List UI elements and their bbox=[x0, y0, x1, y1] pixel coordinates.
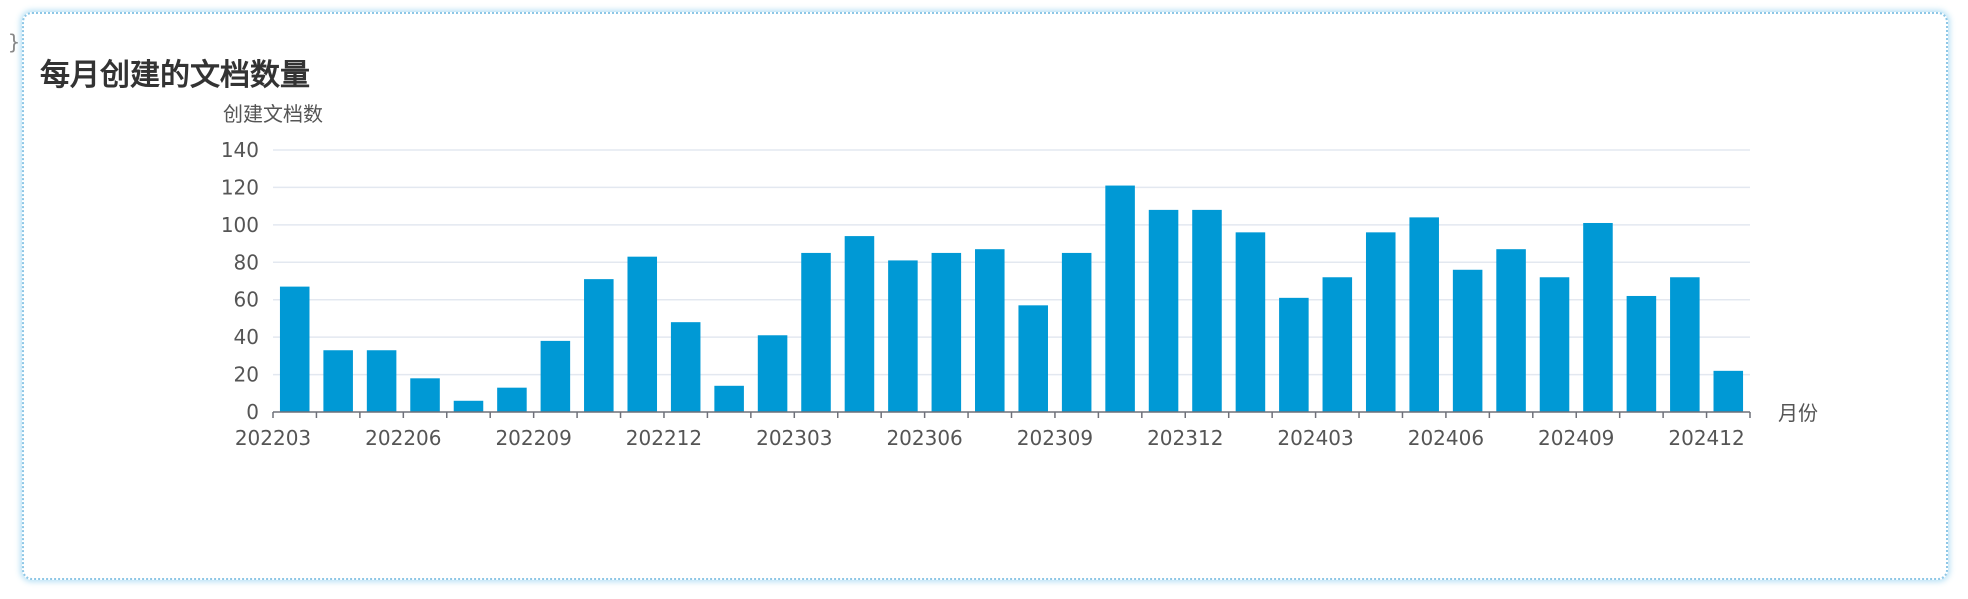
y-tick-label: 140 bbox=[221, 138, 259, 162]
bar-202408 bbox=[1539, 277, 1570, 412]
chart-title: 每月创建的文档数量 bbox=[40, 58, 310, 93]
y-tick-label: 20 bbox=[234, 363, 259, 387]
bar-202210 bbox=[584, 279, 614, 412]
bar-202410 bbox=[1626, 295, 1657, 412]
bar-202206 bbox=[410, 378, 440, 412]
bar-202309 bbox=[1061, 252, 1092, 412]
x-tick-label: 202312 bbox=[1147, 426, 1223, 450]
bar-202404 bbox=[1365, 232, 1396, 412]
bar-202306 bbox=[931, 252, 962, 412]
bar-202205 bbox=[366, 350, 397, 412]
x-tick-label: 202306 bbox=[886, 426, 962, 450]
x-tick-label: 202409 bbox=[1538, 426, 1614, 450]
x-tick-label: 202212 bbox=[626, 426, 702, 450]
x-tick-label: 202403 bbox=[1277, 426, 1353, 450]
y-tick-label: 40 bbox=[234, 325, 259, 349]
bar-202211 bbox=[627, 256, 658, 412]
x-tick-label: 202203 bbox=[235, 426, 311, 450]
y-tick-label: 60 bbox=[234, 288, 259, 312]
y-axis-title: 创建文档数 bbox=[223, 102, 323, 126]
bar-202301 bbox=[714, 385, 744, 412]
stray-brace-text: } bbox=[8, 30, 21, 54]
bar-202405 bbox=[1409, 217, 1439, 412]
bar-202307 bbox=[975, 249, 1005, 412]
bar-202308 bbox=[1018, 305, 1048, 412]
y-tick-label: 100 bbox=[221, 213, 259, 237]
y-tick-label: 120 bbox=[221, 175, 259, 199]
bar-202212 bbox=[670, 322, 701, 412]
bar-202312 bbox=[1192, 209, 1222, 412]
x-tick-label: 202303 bbox=[756, 426, 832, 450]
grid-lines bbox=[273, 149, 1750, 376]
bar-202208 bbox=[497, 387, 527, 412]
bar-202411 bbox=[1670, 277, 1700, 412]
x-tick-label: 202309 bbox=[1017, 426, 1093, 450]
bar-202407 bbox=[1496, 249, 1526, 412]
bar-202403 bbox=[1322, 277, 1353, 412]
bar-202310 bbox=[1105, 185, 1135, 412]
bar-202401 bbox=[1235, 232, 1266, 412]
x-tick-label: 202209 bbox=[495, 426, 571, 450]
y-tick-label: 80 bbox=[234, 250, 259, 274]
bar-202305 bbox=[888, 260, 918, 412]
bar-202409 bbox=[1583, 222, 1613, 412]
x-tick-label: 202206 bbox=[365, 426, 441, 450]
bar-202412 bbox=[1713, 370, 1744, 412]
bar-202209 bbox=[540, 340, 571, 412]
axes: 0 20 40 60 80 100 120 140 202203 202206 202209 2022… bbox=[221, 138, 1751, 450]
x-tick-label: 202412 bbox=[1668, 426, 1744, 450]
bar-202402 bbox=[1279, 297, 1309, 412]
y-tick-label: 0 bbox=[246, 400, 259, 424]
bar-202303 bbox=[801, 252, 831, 412]
bar-202311 bbox=[1148, 209, 1179, 412]
bar-202406 bbox=[1452, 269, 1483, 412]
bar-202204 bbox=[323, 350, 353, 412]
x-tick-label: 202406 bbox=[1408, 426, 1484, 450]
bars bbox=[279, 185, 1744, 412]
bar-202302 bbox=[757, 335, 788, 412]
bar-202203 bbox=[279, 286, 310, 412]
bar-202207 bbox=[453, 400, 484, 412]
x-axis-title: 月份 bbox=[1778, 401, 1818, 425]
bar-202304 bbox=[844, 236, 875, 412]
